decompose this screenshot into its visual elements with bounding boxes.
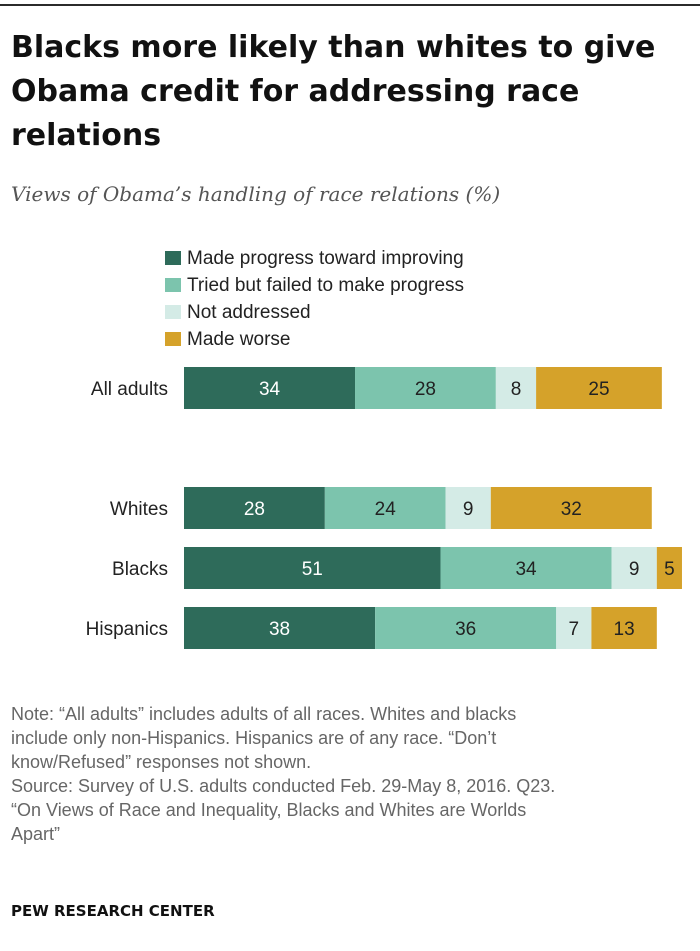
data-label: 28 xyxy=(415,379,436,400)
bar-segment xyxy=(184,487,325,529)
bar-segment xyxy=(184,607,376,649)
data-label: 38 xyxy=(269,619,290,640)
notes-block: Note: “All adults” includes adults of al… xyxy=(11,702,700,846)
pew-credit: PEW RESEARCH CENTER xyxy=(11,902,215,920)
chart-subtitle: Views of Obama’s handling of race relati… xyxy=(11,182,501,206)
source-line: “On Views of Race and Inequality, Blacks… xyxy=(11,800,527,820)
data-label: 28 xyxy=(244,499,265,520)
note-line: know/Refused” responses not shown. xyxy=(11,752,312,772)
bar-segment xyxy=(611,547,657,589)
data-label: 7 xyxy=(569,619,580,640)
legend-label: Made progress toward improving xyxy=(187,248,464,269)
data-label: 34 xyxy=(515,559,537,580)
top-rule xyxy=(0,4,700,6)
legend-label: Tried but failed to make progress xyxy=(187,275,464,296)
data-label: 25 xyxy=(588,379,609,400)
note-line: Note: “All adults” includes adults of al… xyxy=(11,704,517,724)
bar-segment xyxy=(495,367,537,409)
bar-segment xyxy=(355,367,496,409)
bar-segment xyxy=(490,487,652,529)
bar-segment xyxy=(591,607,657,649)
data-label: 9 xyxy=(463,499,474,520)
data-label: 9 xyxy=(629,559,640,580)
category-label: All adults xyxy=(91,379,168,400)
bar-segment xyxy=(184,367,356,409)
data-label: 32 xyxy=(561,499,582,520)
legend-swatch xyxy=(165,332,181,346)
chart-title: Blacks more likely than whites to give O… xyxy=(11,30,656,153)
source-line: Source: Survey of U.S. adults conducted … xyxy=(11,776,556,796)
legend-swatch xyxy=(165,251,181,265)
data-label: 51 xyxy=(302,559,323,580)
legend-label: Made worse xyxy=(187,329,291,350)
legend-swatch xyxy=(165,278,181,292)
note-line: include only non-Hispanics. Hispanics ar… xyxy=(11,728,497,748)
bar-segment xyxy=(324,487,446,529)
source-line: Apart” xyxy=(11,824,61,844)
category-label: Whites xyxy=(110,499,168,520)
data-label: 5 xyxy=(664,559,675,580)
bar-segment xyxy=(556,607,592,649)
data-label: 24 xyxy=(375,499,397,520)
data-label: 13 xyxy=(614,619,635,640)
bar-segment xyxy=(656,547,682,589)
bar-segment xyxy=(445,487,491,529)
category-label: Blacks xyxy=(112,559,168,580)
category-label: Hispanics xyxy=(86,619,168,640)
data-label: 8 xyxy=(511,379,522,400)
stacked-bar-chart: Made progress toward improving Tried but … xyxy=(86,248,682,649)
bar-segment xyxy=(375,607,557,649)
bar-segment xyxy=(184,547,441,589)
bar-segment xyxy=(536,367,662,409)
legend-swatch xyxy=(165,305,181,319)
data-label: 36 xyxy=(455,619,476,640)
legend-label: Not addressed xyxy=(187,302,311,323)
data-label: 34 xyxy=(259,379,281,400)
bar-segment xyxy=(440,547,612,589)
